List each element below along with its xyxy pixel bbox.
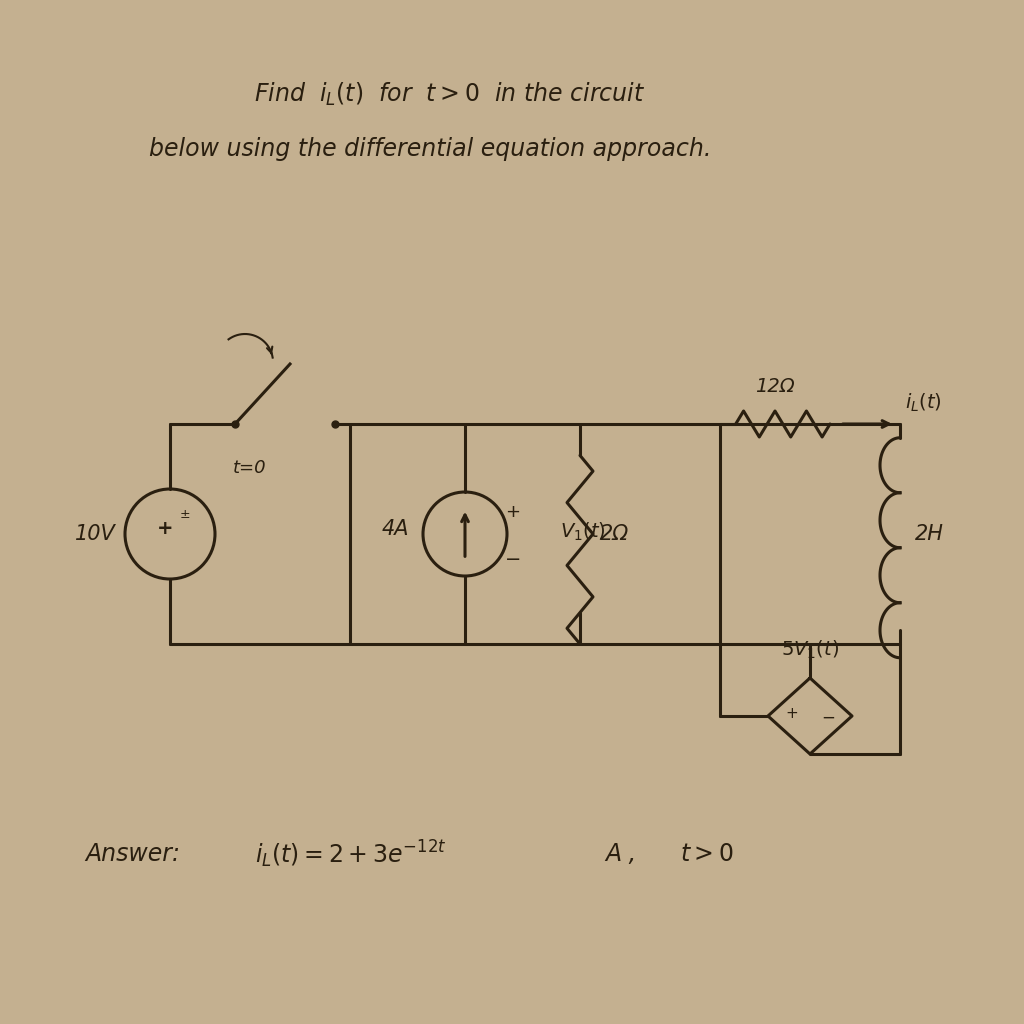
- Text: −: −: [821, 709, 835, 727]
- Text: 10V: 10V: [75, 524, 116, 544]
- Text: 2Ω: 2Ω: [600, 524, 630, 544]
- Text: below using the differential equation approach.: below using the differential equation ap…: [148, 137, 712, 161]
- Text: +: +: [785, 706, 799, 721]
- Text: Answer:: Answer:: [85, 842, 180, 866]
- Text: Find  $i_L(t)$  for  $t > 0$  in the circuit: Find $i_L(t)$ for $t > 0$ in the circuit: [254, 81, 645, 108]
- Text: $i_L(t) = 2 + 3e^{-12t}$: $i_L(t) = 2 + 3e^{-12t}$: [255, 839, 446, 869]
- Text: $5V_1(t)$: $5V_1(t)$: [781, 639, 839, 662]
- Text: +: +: [157, 519, 173, 539]
- Text: $i_L(t)$: $i_L(t)$: [905, 392, 942, 414]
- Text: 2H: 2H: [915, 524, 944, 544]
- Text: $V_1(t)$: $V_1(t)$: [560, 521, 606, 543]
- Text: −: −: [505, 550, 521, 568]
- Text: +: +: [506, 503, 520, 521]
- Text: ±: ±: [179, 508, 190, 520]
- Text: 4A: 4A: [381, 519, 409, 539]
- Text: 12Ω: 12Ω: [755, 377, 795, 396]
- Text: t=0: t=0: [233, 459, 267, 477]
- Text: $t > 0$: $t > 0$: [680, 842, 733, 866]
- Text: A ,: A ,: [605, 842, 636, 866]
